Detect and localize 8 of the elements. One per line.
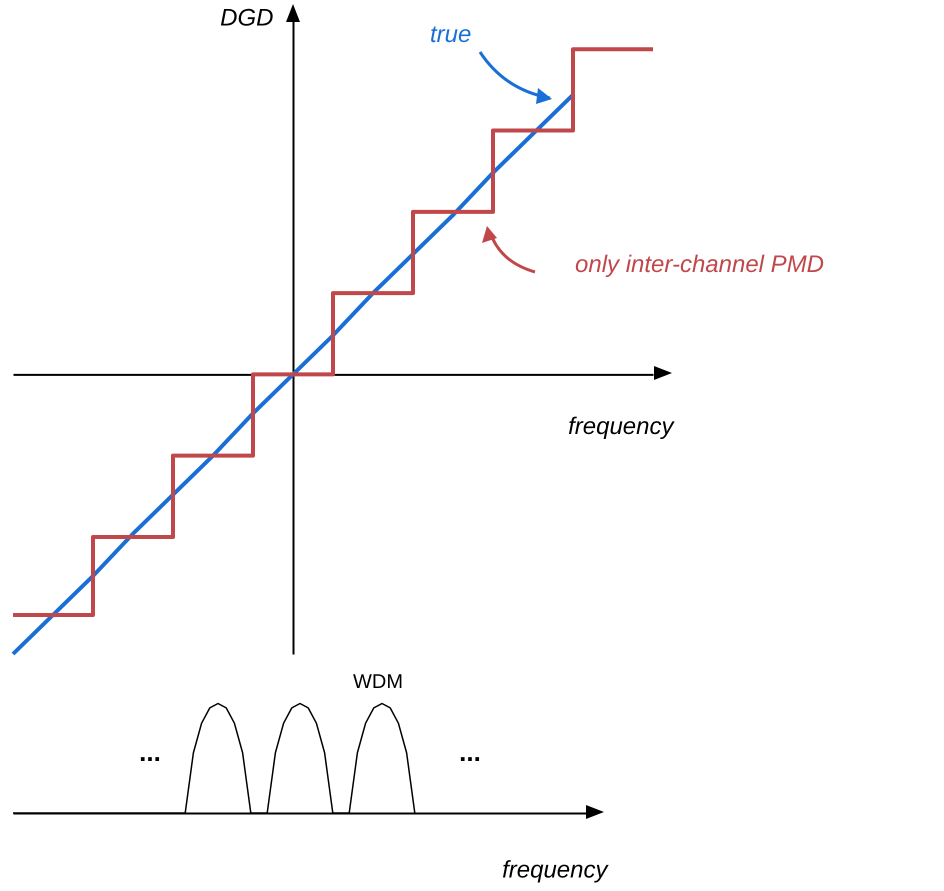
y-axis-title: DGD xyxy=(220,4,274,32)
annotation: ... xyxy=(139,737,161,768)
x-axis-title: frequency xyxy=(502,856,610,884)
legend-label: only inter-channel PMD xyxy=(575,251,824,278)
x-axis-title: frequency xyxy=(568,412,676,440)
text: true xyxy=(430,21,472,48)
annotation: ... xyxy=(459,737,481,768)
chart-title: WDM xyxy=(353,671,403,693)
